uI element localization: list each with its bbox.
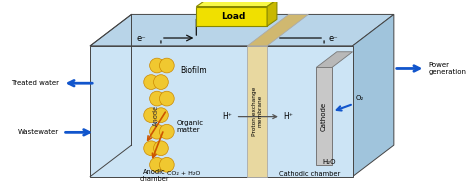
Text: Wastewater: Wastewater: [18, 129, 59, 135]
Text: Cathode: Cathode: [321, 102, 327, 131]
Text: Proton exchange
membrane: Proton exchange membrane: [252, 87, 263, 136]
Text: e⁻: e⁻: [137, 34, 146, 43]
Circle shape: [154, 108, 168, 122]
Circle shape: [154, 141, 168, 156]
Text: CO₂ + H₂O: CO₂ + H₂O: [167, 171, 200, 176]
Circle shape: [154, 75, 168, 89]
Text: Treated water: Treated water: [11, 80, 59, 86]
Circle shape: [150, 124, 164, 139]
Polygon shape: [90, 15, 394, 46]
Polygon shape: [247, 15, 309, 46]
Text: H₂O: H₂O: [323, 159, 336, 165]
Text: Power
generation: Power generation: [428, 62, 466, 75]
Polygon shape: [196, 6, 267, 26]
Text: O₂: O₂: [356, 95, 364, 101]
Circle shape: [159, 124, 174, 139]
Polygon shape: [247, 46, 267, 176]
Circle shape: [150, 58, 164, 73]
Polygon shape: [353, 15, 394, 176]
Circle shape: [150, 91, 164, 106]
Text: Anodic
chamber: Anodic chamber: [139, 169, 169, 182]
Polygon shape: [90, 46, 353, 176]
Text: H⁺: H⁺: [222, 112, 232, 121]
Text: Load: Load: [221, 12, 246, 21]
Text: e⁻: e⁻: [329, 34, 338, 43]
Polygon shape: [316, 67, 332, 165]
Text: H⁺: H⁺: [283, 112, 292, 121]
Text: Anode: Anode: [153, 104, 159, 126]
Text: Cathodic chamber: Cathodic chamber: [279, 171, 340, 177]
Circle shape: [159, 58, 174, 73]
Polygon shape: [267, 0, 277, 26]
Text: Organic
matter: Organic matter: [177, 120, 204, 133]
Circle shape: [159, 91, 174, 106]
Circle shape: [150, 157, 164, 172]
Circle shape: [144, 108, 158, 122]
Circle shape: [144, 141, 158, 156]
Circle shape: [144, 75, 158, 89]
Polygon shape: [196, 0, 277, 6]
Circle shape: [159, 157, 174, 172]
Polygon shape: [316, 52, 353, 67]
Text: Biofilm: Biofilm: [181, 66, 207, 75]
